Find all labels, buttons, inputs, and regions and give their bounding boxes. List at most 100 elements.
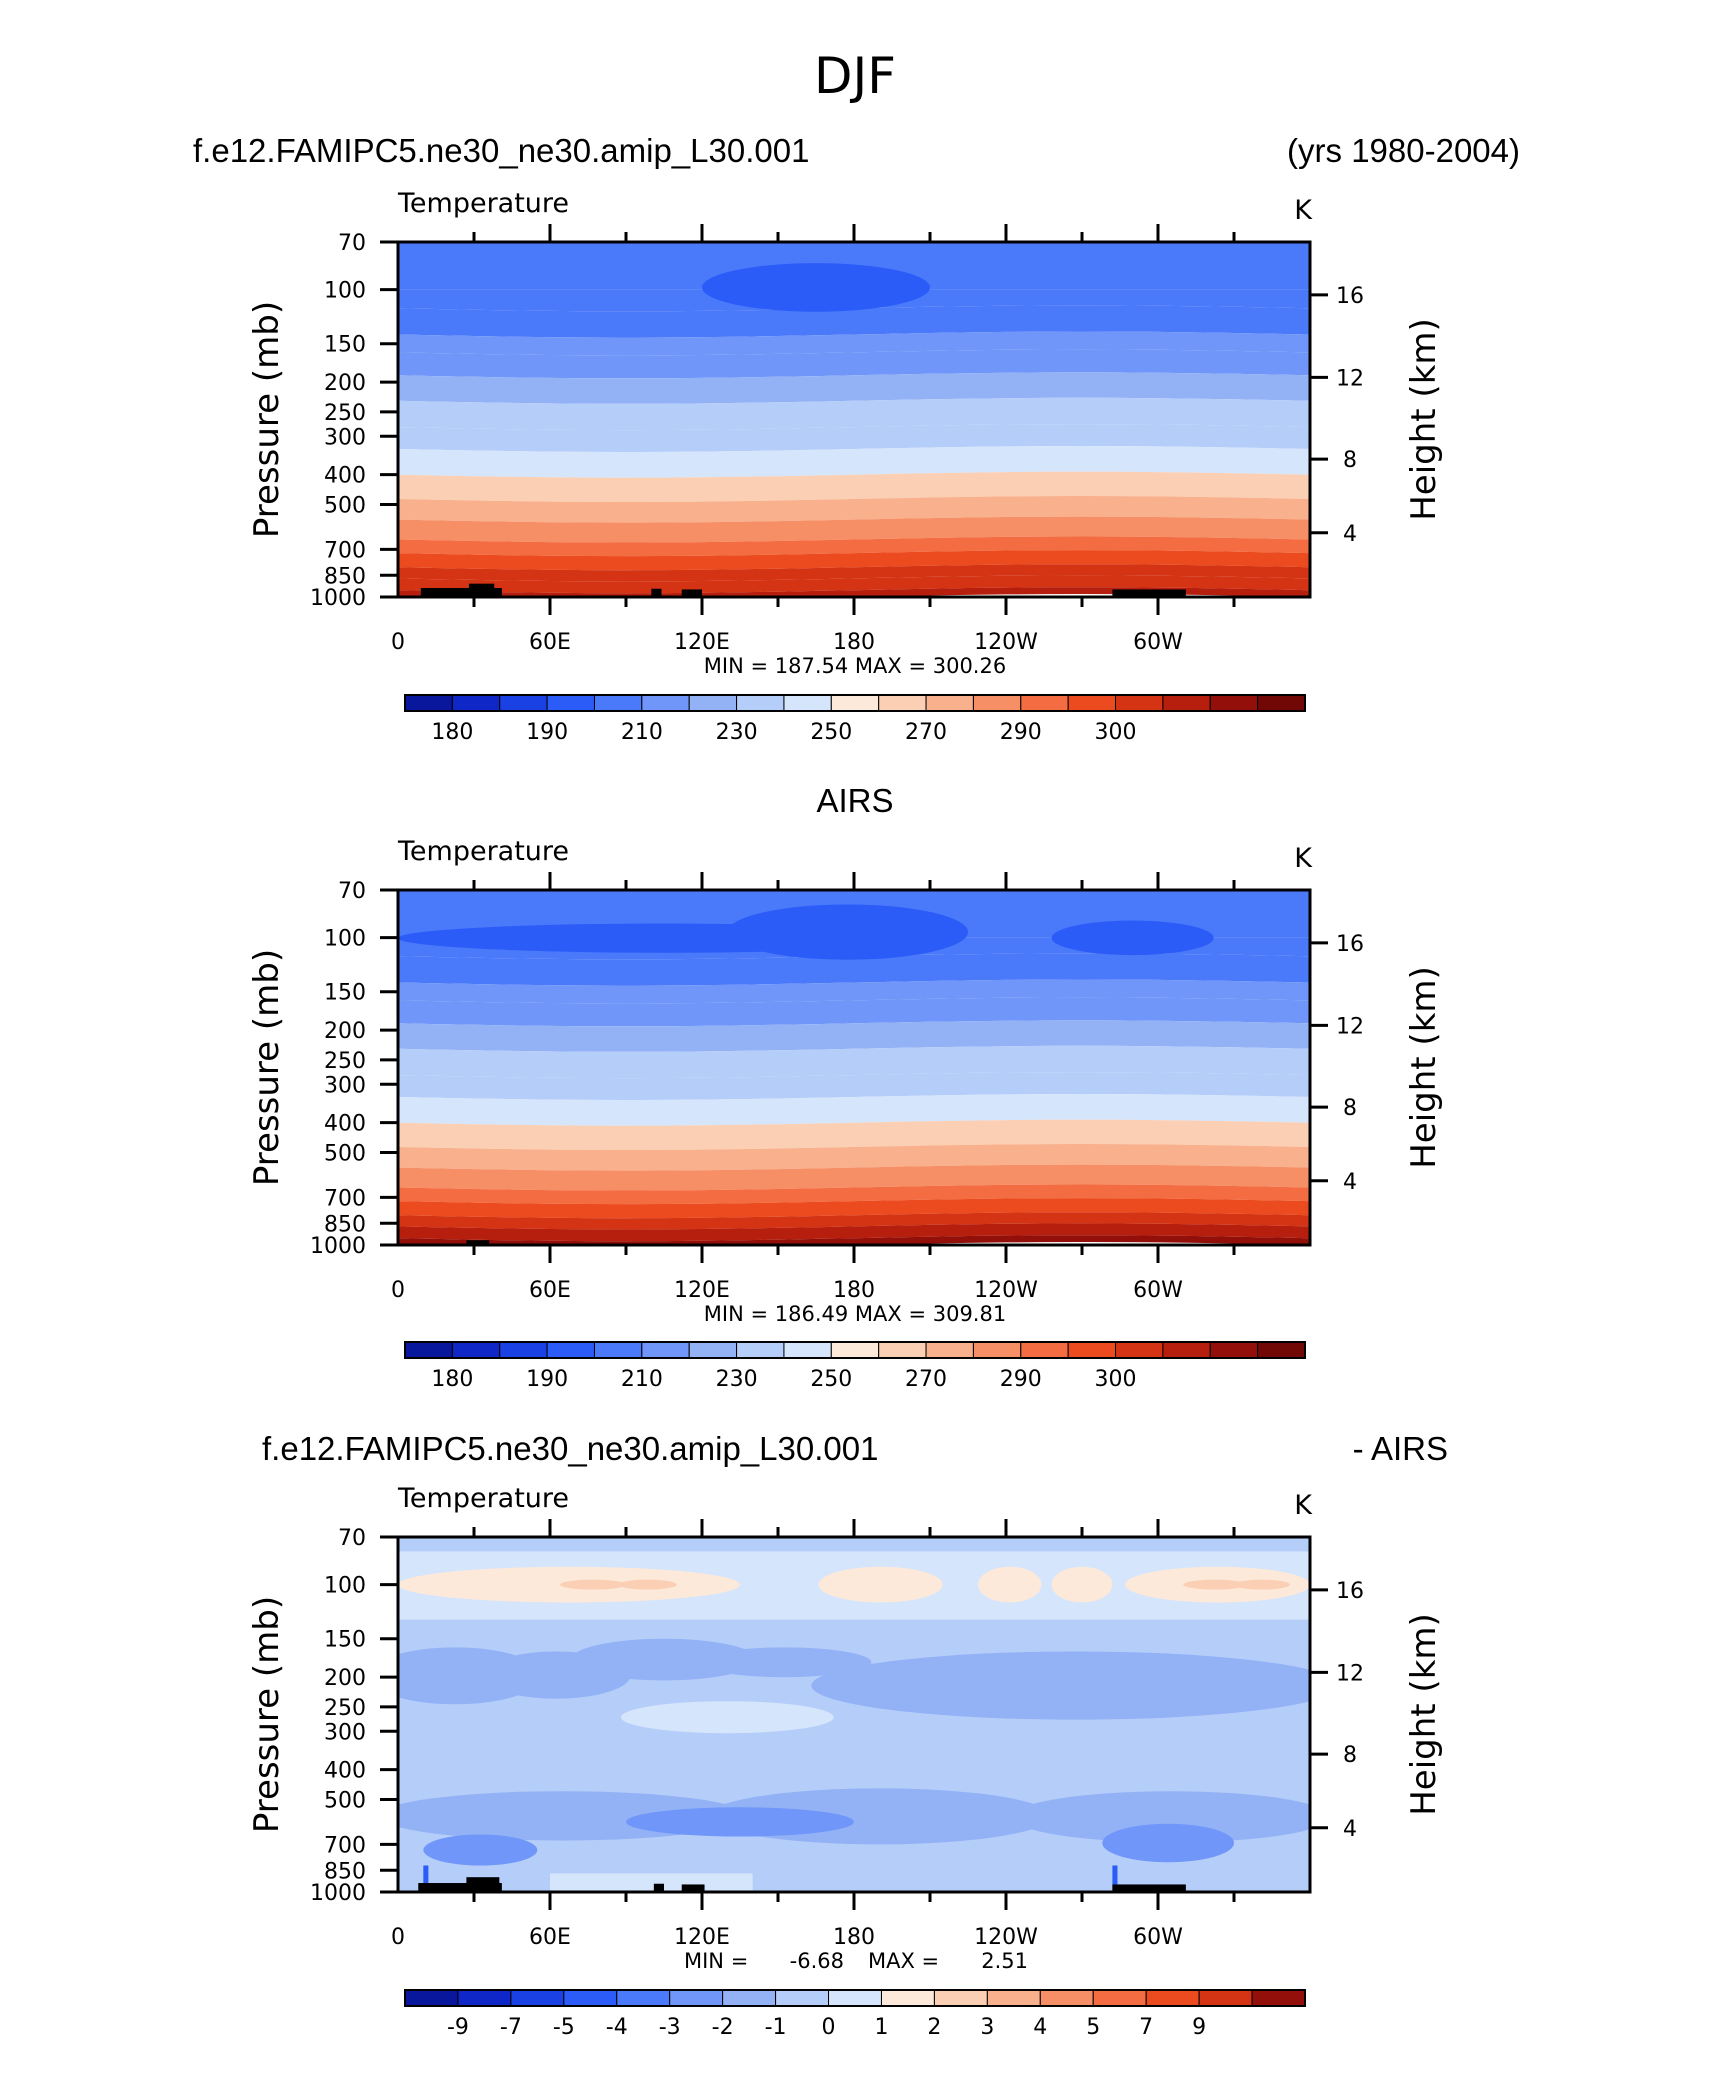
colorbar-swatch xyxy=(404,1341,453,1359)
colorbar-label: 9 xyxy=(1192,2015,1206,2040)
right-axis-label: Height (km) xyxy=(1404,966,1444,1169)
topography xyxy=(418,1877,1186,1892)
y-tick-label: 850 xyxy=(324,1212,366,1237)
variable-label: Temperature xyxy=(397,836,569,867)
variable-label: Temperature xyxy=(397,1483,569,1514)
right-tick-label: 8 xyxy=(1343,1096,1357,1121)
temperature-band xyxy=(398,1020,1310,1052)
topography-block xyxy=(651,588,662,597)
temperature-band xyxy=(398,516,1310,543)
colorbar-swatch xyxy=(563,1989,618,2007)
cold-pocket xyxy=(1051,920,1214,956)
y-tick-label: 150 xyxy=(324,981,366,1006)
y-tick-label: 1000 xyxy=(310,1234,366,1259)
colorbar-label: 300 xyxy=(1095,1367,1137,1392)
temperature-band xyxy=(398,1223,1310,1242)
panel-diff: 0 60E 120E 180 120W 60W7010015020025030040050… xyxy=(247,1483,1444,2040)
topography-block xyxy=(418,1883,502,1892)
cold-patch xyxy=(1102,1823,1234,1863)
x-tick-label: 60W xyxy=(1133,630,1183,655)
colorbar-swatch xyxy=(878,694,927,712)
colorbar-label: -5 xyxy=(553,2015,575,2040)
topography-block xyxy=(466,1240,490,1245)
temperature-band xyxy=(398,446,1310,478)
y-tick-label: 100 xyxy=(324,1574,366,1599)
colorbar-swatch xyxy=(1251,1989,1306,2007)
y-axis-label: Pressure (mb) xyxy=(247,1596,287,1833)
topography-block xyxy=(420,588,502,597)
topography-block xyxy=(1112,589,1186,597)
topography xyxy=(466,1240,490,1245)
diff-title: f.e12.FAMIPC5.ne30_ne30.amip_L30.001 xyxy=(262,1430,878,1467)
y-tick-label: 400 xyxy=(324,1759,366,1784)
x-tick-label: 120E xyxy=(674,1278,730,1303)
temperature-band xyxy=(398,1184,1310,1205)
y-tick-label: 70 xyxy=(338,1526,366,1551)
colorbar-swatch xyxy=(736,1341,785,1359)
plot-area xyxy=(398,1537,1310,1892)
colorbar-swatch xyxy=(1115,694,1164,712)
warm-pocket xyxy=(1183,1579,1247,1590)
y-tick-label: 700 xyxy=(324,1186,366,1211)
temperature-band xyxy=(398,1045,1310,1079)
colorbar-swatch xyxy=(593,694,643,712)
colorbar-swatch xyxy=(775,1989,830,2007)
colorbar-swatch xyxy=(972,694,1022,712)
colorbar-label: 190 xyxy=(526,1367,568,1392)
x-tick-label: 120W xyxy=(974,1925,1038,1950)
y-tick-label: 1000 xyxy=(310,586,366,611)
y-tick-label: 850 xyxy=(324,564,366,589)
y-tick-label: 300 xyxy=(324,1720,366,1745)
topography-block xyxy=(1112,1884,1186,1892)
colorbar-label: -9 xyxy=(447,2015,469,2040)
right-tick-label: 8 xyxy=(1343,448,1357,473)
colorbar-swatch xyxy=(593,1341,643,1359)
cool-region xyxy=(811,1651,1310,1720)
right-axis-label: Height (km) xyxy=(1404,1613,1444,1816)
colorbar-label: 180 xyxy=(431,1367,473,1392)
y-axis-label: Pressure (mb) xyxy=(247,949,287,1186)
temperature-band xyxy=(398,1164,1310,1191)
topography-block xyxy=(681,589,702,597)
y-tick-label: 200 xyxy=(324,371,366,396)
colorbar-swatch xyxy=(1162,1341,1211,1359)
temperature-band xyxy=(398,1072,1310,1100)
colorbar-swatch xyxy=(878,1341,927,1359)
temperature-band xyxy=(398,979,1310,1004)
temperature-band xyxy=(398,372,1310,404)
run-title: f.e12.FAMIPC5.ne30_ne30.amip_L30.001 xyxy=(193,132,809,169)
units-label: K xyxy=(1294,1490,1313,1521)
stats-min-label: MIN = xyxy=(684,1949,748,1973)
colorbar-frame xyxy=(404,1341,1306,1359)
temperature-band xyxy=(398,953,1310,986)
topography-block xyxy=(468,583,495,597)
right-tick-label: 4 xyxy=(1343,1170,1357,1195)
temperature-band xyxy=(398,397,1310,431)
temperature-band xyxy=(398,1119,1310,1150)
x-tick-label: 180 xyxy=(833,1925,875,1950)
temperature-band xyxy=(398,1094,1310,1126)
right-tick-label: 16 xyxy=(1336,932,1364,957)
warm-core xyxy=(978,1566,1042,1603)
colorbar-swatch xyxy=(499,1341,548,1359)
y-tick-label: 150 xyxy=(324,333,366,358)
colorbar-label: 0 xyxy=(822,2015,836,2040)
temperature-band xyxy=(398,424,1310,452)
right-tick-label: 16 xyxy=(1336,1579,1364,1604)
colorbar-swatch xyxy=(986,1989,1041,2007)
temperature-band xyxy=(398,305,1310,338)
temperature-band xyxy=(398,349,1310,379)
y-tick-label: 300 xyxy=(324,1073,366,1098)
y-tick-label: 250 xyxy=(324,1696,366,1721)
colorbar-label: 1 xyxy=(874,2015,888,2040)
colorbar-swatch xyxy=(925,1341,974,1359)
cool-region xyxy=(697,1647,872,1678)
colorbar-swatch xyxy=(499,694,548,712)
colorbar-swatch xyxy=(546,694,595,712)
stats-max-label: MAX = xyxy=(868,1949,939,1973)
colorbar: 180 190 210 230 250 270 290 300 xyxy=(404,1341,1306,1392)
topography-block xyxy=(681,1884,705,1892)
x-tick-label: 60E xyxy=(529,1278,571,1303)
colorbar-swatch xyxy=(1092,1989,1147,2007)
